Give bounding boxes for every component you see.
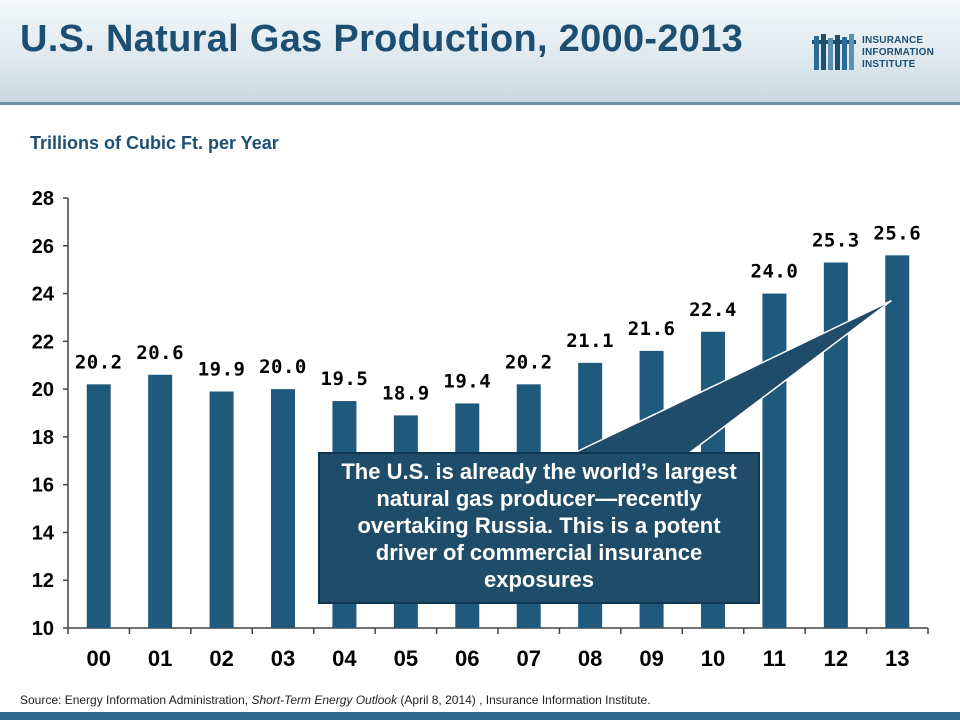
iii-logo-mark-icon: [812, 34, 856, 70]
data-label-01: 20.6: [136, 342, 184, 364]
data-label-06: 19.4: [443, 370, 491, 392]
source-suffix: (April 8, 2014) , Insurance Information …: [397, 693, 651, 707]
x-tick-label-04: 04: [332, 646, 357, 671]
y-tick-label: 24: [32, 284, 55, 306]
footer-bar: [0, 712, 960, 720]
data-label-09: 21.6: [628, 318, 676, 340]
data-label-11: 24.0: [751, 261, 799, 283]
source-note: Source: Energy Information Administratio…: [20, 693, 651, 707]
bar-11: [762, 293, 787, 628]
page-title: U.S. Natural Gas Production, 2000-2013: [20, 18, 744, 60]
y-tick-label: 22: [32, 331, 54, 353]
x-tick-label-09: 09: [639, 646, 663, 671]
data-label-05: 18.9: [382, 382, 430, 404]
data-label-13: 25.6: [873, 222, 921, 244]
logo-wordmark: INSURANCE INFORMATION INSTITUTE: [862, 35, 934, 71]
bar-02: [209, 391, 234, 628]
x-tick-label-01: 01: [148, 646, 172, 671]
bar-chart: 10 12 14 16 18 20 22 24 26 28 20.2 00 20.6 01 19.9 02 20…: [32, 188, 929, 671]
data-label-03: 20.0: [259, 356, 307, 378]
y-tick-label: 16: [32, 475, 54, 497]
source-publication: Short-Term Energy Outlook: [251, 693, 398, 707]
x-tick-label-07: 07: [516, 646, 540, 671]
bar-12: [823, 262, 848, 628]
logo-line-3: INSTITUTE: [862, 59, 916, 70]
bar-03: [271, 389, 295, 628]
x-tick-label-00: 00: [86, 646, 110, 671]
data-label-02: 19.9: [198, 359, 246, 381]
x-tick-label-08: 08: [578, 646, 602, 671]
header-divider: [0, 102, 960, 105]
y-tick-label: 20: [32, 379, 54, 401]
bar-13: [885, 255, 910, 628]
x-tick-label-05: 05: [394, 646, 418, 671]
data-label-00: 20.2: [75, 351, 123, 373]
source-prefix: Source: Energy Information Administratio…: [20, 693, 252, 707]
bar-01: [148, 374, 173, 628]
logo-line-2: INFORMATION: [862, 47, 935, 58]
data-label-08: 21.1: [566, 330, 614, 352]
x-tick-label-13: 13: [885, 646, 909, 671]
y-tick-label: 26: [32, 236, 54, 258]
bar-00: [86, 384, 111, 628]
x-tick-label-02: 02: [209, 646, 233, 671]
x-tick-label-06: 06: [455, 646, 479, 671]
y-tick-label: 28: [32, 188, 54, 210]
x-tick-label-03: 03: [271, 646, 295, 671]
data-label-07: 20.2: [505, 351, 553, 373]
y-tick-label: 10: [32, 618, 54, 640]
header-band: [0, 0, 960, 102]
logo-line-1: INSURANCE: [862, 35, 924, 46]
iii-logo: INSURANCE INFORMATION INSTITUTE: [812, 32, 952, 74]
y-tick-label: 18: [32, 427, 54, 449]
data-label-10: 22.4: [689, 299, 737, 321]
x-tick-label-12: 12: [824, 646, 848, 671]
data-label-04: 19.5: [321, 368, 369, 390]
x-tick-label-10: 10: [701, 646, 725, 671]
y-axis-label: Trillions of Cubic Ft. per Year: [30, 133, 279, 153]
y-tick-label: 14: [32, 522, 55, 544]
x-tick-label-11: 11: [763, 646, 786, 671]
y-tick-label: 12: [32, 570, 54, 592]
annotation-callout: The U.S. is already the world’s largest …: [318, 452, 760, 604]
data-label-12: 25.3: [812, 230, 860, 252]
